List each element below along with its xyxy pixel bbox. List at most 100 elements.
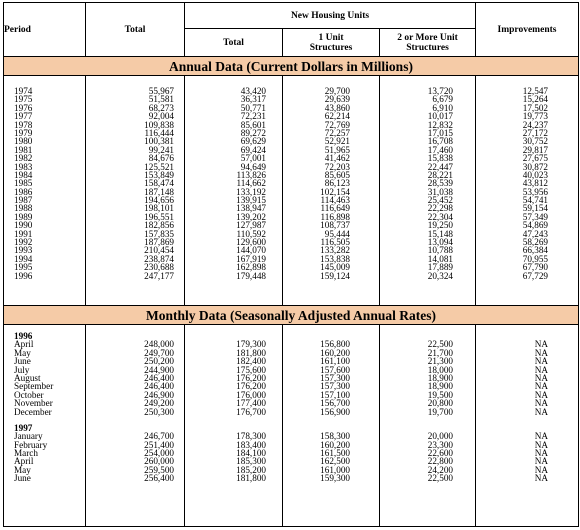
- table-cell: 85,601: [240, 119, 266, 130]
- annual-improvements-column: 12,547 15,264 17,502 19,773 24,237 27,172 30,7…: [475, 75, 579, 306]
- table-cell: 113,826: [236, 169, 266, 180]
- annual-one-unit-column: 29,700 29,639 43,860 62,214 72,769 72,257 52,9…: [282, 75, 380, 306]
- table-cell: 176,200: [236, 372, 266, 383]
- table-cell: 92,004: [148, 111, 174, 122]
- table-cell: 29,817: [522, 144, 548, 155]
- table-cell: 21,300: [427, 356, 453, 367]
- table-cell: 6,679: [432, 94, 453, 105]
- table-cell: NA: [534, 381, 548, 392]
- table-cell: 116,444: [144, 127, 174, 138]
- table-cell: NA: [534, 372, 548, 383]
- table-cell: 13,094: [427, 237, 453, 248]
- annual-period-column: 1974 1975 1976 1977 1978 1979 1980 1981 1982 1983…: [3, 75, 86, 306]
- table-cell: 238,874: [144, 253, 174, 264]
- table-cell: 54,869: [522, 220, 548, 231]
- table-cell: 182,400: [236, 356, 266, 367]
- table-cell: 12,832: [427, 119, 453, 130]
- table-cell: NA: [534, 439, 548, 450]
- table-cell: 27,675: [522, 153, 548, 164]
- table-cell: 1978: [14, 119, 33, 130]
- table-cell: 1982: [14, 153, 33, 164]
- table-cell: 1980: [14, 136, 33, 147]
- table-cell: 58,269: [522, 237, 548, 248]
- header-period: Period: [3, 2, 86, 57]
- monthly-improvements-column: NA NA NA NA NA NA NA NA NA NA NA NA NA NA NA: [475, 324, 579, 527]
- table-cell: 230,688: [144, 262, 174, 273]
- table-cell: 246,400: [144, 381, 174, 392]
- table-cell: 22,304: [427, 211, 453, 222]
- table-cell: 247,177: [144, 270, 174, 281]
- table-cell: 145,009: [320, 262, 350, 273]
- table-cell: 18,900: [427, 381, 453, 392]
- table-cell: 85,605: [324, 169, 350, 180]
- table-cell: 114,463: [320, 195, 350, 206]
- header-one-unit-structures: 1 Unit Structures: [282, 28, 380, 57]
- table-cell: 72,769: [324, 119, 350, 130]
- table-cell: 22,500: [427, 339, 453, 350]
- table-cell: NA: [534, 356, 548, 367]
- table-cell: 43,812: [522, 178, 548, 189]
- annual-new-total-column: 43,420 36,317 50,771 72,231 85,601 89,272 69,6…: [184, 75, 283, 306]
- table-cell: 31,038: [427, 186, 453, 197]
- table-cell: 251,400: [144, 439, 174, 450]
- table-cell: 29,639: [324, 94, 350, 105]
- header-total: Total: [85, 2, 185, 57]
- table-cell: 22,447: [427, 161, 453, 172]
- table-cell: NA: [534, 464, 548, 475]
- table-cell: 22,298: [427, 203, 453, 214]
- header-new-housing-total: Total: [184, 28, 283, 57]
- table-cell: 59,154: [522, 203, 548, 214]
- table-cell: 17,889: [427, 262, 453, 273]
- table-cell: 181,800: [236, 473, 266, 484]
- table-cell: 161,100: [320, 356, 350, 367]
- table-cell: March: [14, 448, 38, 459]
- table-cell: 57,001: [240, 153, 266, 164]
- table-cell: 110,592: [236, 228, 266, 239]
- table-cell: NA: [534, 456, 548, 467]
- table-cell: 260,000: [144, 456, 174, 467]
- table-cell: 182,856: [144, 220, 174, 231]
- table-cell: 244,900: [144, 364, 174, 375]
- header-two-plus-line1: 2 or More Unit: [397, 32, 458, 43]
- table-cell: 30,752: [522, 136, 548, 147]
- table-cell: 1979: [14, 127, 33, 138]
- table-cell: 52,921: [324, 136, 350, 147]
- table-cell: 43,860: [324, 102, 350, 113]
- table-cell: 1985: [14, 178, 33, 189]
- table-cell: 100,381: [144, 136, 174, 147]
- table-cell: 20,000: [427, 431, 453, 442]
- table-cell: 17,015: [427, 127, 453, 138]
- table-cell: 1988: [14, 203, 33, 214]
- table-cell: 256,400: [144, 473, 174, 484]
- table-cell: 6,910: [432, 102, 453, 113]
- annual-data-section-title: Annual Data (Current Dollars in Millions…: [3, 56, 579, 76]
- table-cell: 22,800: [427, 456, 453, 467]
- table-cell: 158,474: [144, 178, 174, 189]
- table-cell: NA: [534, 347, 548, 358]
- table-cell: 246,900: [144, 389, 174, 400]
- table-cell: 157,100: [320, 389, 350, 400]
- table-cell: 28,539: [427, 178, 453, 189]
- table-cell: 127,987: [236, 220, 266, 231]
- table-cell: 99,241: [148, 144, 174, 155]
- monthly-data-row: 1996 April May June July August September Octob…: [3, 324, 579, 527]
- table-cell: 179,300: [236, 339, 266, 350]
- table-cell: NA: [534, 431, 548, 442]
- table-cell: 181,800: [236, 347, 266, 358]
- table-cell: 18,900: [427, 372, 453, 383]
- table-cell: 36,317: [240, 94, 266, 105]
- table-cell: 67,790: [522, 262, 548, 273]
- table-cell: 14,081: [427, 253, 453, 264]
- table-cell: 1977: [14, 111, 33, 122]
- table-cell: 133,282: [320, 245, 350, 256]
- table-cell: 68,273: [148, 102, 174, 113]
- table-cell: 1989: [14, 211, 33, 222]
- table-cell: 1981: [14, 144, 33, 155]
- year-label: 1996: [14, 331, 33, 341]
- table-cell: 1995: [14, 262, 33, 273]
- table-cell: 15,148: [427, 228, 453, 239]
- table-cell: 1993: [14, 245, 33, 256]
- monthly-total-column: 248,000 249,700 250,200 244,900 246,400 246,4…: [85, 324, 185, 527]
- table-cell: 176,000: [236, 389, 266, 400]
- table-cell: 29,700: [324, 86, 350, 96]
